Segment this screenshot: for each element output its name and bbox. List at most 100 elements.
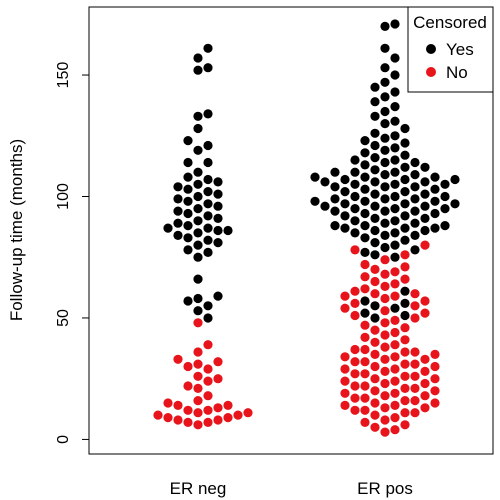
legend-marker-yes	[426, 44, 436, 54]
data-point-yes	[213, 177, 223, 187]
x-category-label: ER pos	[357, 479, 413, 498]
data-point-yes	[440, 204, 450, 214]
data-point-yes	[430, 184, 440, 194]
data-point-yes	[183, 196, 193, 206]
data-point-yes	[380, 92, 390, 102]
data-point-no	[380, 342, 390, 352]
data-point-yes	[193, 252, 203, 262]
data-point-yes	[370, 140, 380, 151]
data-point-yes	[370, 213, 380, 223]
data-point-yes	[350, 167, 360, 177]
data-point-yes	[173, 230, 183, 240]
data-point-yes	[370, 301, 380, 311]
data-point-no	[390, 340, 400, 350]
data-point-no	[153, 410, 163, 420]
data-point-yes	[213, 291, 223, 301]
data-point-no	[360, 272, 370, 282]
data-point-yes	[213, 225, 223, 236]
data-point-no	[350, 405, 360, 415]
data-point-no	[430, 386, 440, 396]
data-point-no	[340, 352, 350, 362]
data-point-yes	[380, 43, 390, 53]
data-point-no	[340, 376, 350, 386]
data-point-no	[350, 286, 360, 296]
data-point-yes	[173, 218, 183, 228]
data-point-no	[420, 378, 430, 389]
data-point-no	[213, 403, 223, 413]
data-point-no	[370, 349, 380, 359]
data-point-no	[380, 391, 390, 401]
data-point-no	[430, 398, 440, 408]
data-point-yes	[193, 111, 203, 121]
data-point-yes	[193, 293, 203, 304]
data-point-yes	[430, 196, 440, 206]
data-point-no	[400, 359, 410, 369]
data-point-yes	[330, 194, 340, 204]
data-point-no	[400, 383, 410, 393]
legend-marker-no	[426, 67, 436, 77]
data-point-no	[350, 344, 360, 355]
data-point-yes	[193, 228, 203, 238]
data-point-yes	[213, 213, 223, 223]
data-point-no	[340, 388, 350, 398]
data-point-no	[193, 420, 203, 430]
data-point-yes	[370, 97, 380, 107]
data-point-yes	[310, 196, 320, 206]
data-point-no	[360, 259, 370, 270]
data-point-yes	[360, 172, 370, 182]
data-point-yes	[440, 179, 450, 189]
data-point-yes	[203, 140, 213, 151]
data-point-yes	[450, 199, 460, 209]
data-point-no	[173, 400, 183, 410]
data-point-yes	[390, 204, 400, 214]
data-point-yes	[370, 225, 380, 236]
data-point-no	[380, 427, 390, 437]
data-point-no	[370, 361, 380, 372]
data-point-yes	[203, 187, 213, 197]
data-point-yes	[203, 157, 213, 168]
data-point-yes	[380, 106, 390, 117]
data-point-no	[350, 369, 360, 379]
data-point-yes	[400, 123, 410, 134]
data-point-yes	[400, 310, 410, 321]
data-point-no	[360, 369, 370, 379]
data-point-yes	[183, 233, 193, 243]
data-point-yes	[183, 296, 193, 306]
data-point-yes	[320, 177, 330, 187]
data-point-no	[380, 281, 390, 291]
data-point-yes	[213, 189, 223, 199]
data-point-no	[410, 347, 420, 357]
legend-box	[407, 6, 494, 93]
data-point-no	[380, 269, 390, 279]
data-point-yes	[360, 296, 370, 306]
data-point-yes	[350, 228, 360, 238]
data-point-yes	[360, 148, 370, 158]
data-point-yes	[360, 136, 370, 146]
data-point-yes	[400, 235, 410, 245]
data-point-yes	[390, 252, 400, 262]
data-point-no	[400, 262, 410, 272]
data-point-no	[193, 347, 203, 357]
data-point-no	[370, 337, 380, 347]
data-point-yes	[410, 182, 420, 192]
data-point-no	[400, 408, 410, 418]
data-point-yes	[203, 211, 213, 221]
data-point-yes	[380, 194, 390, 204]
data-point-yes	[370, 250, 380, 260]
data-point-no	[390, 279, 400, 289]
data-point-yes	[203, 223, 213, 233]
legend-label-yes: Yes	[446, 40, 474, 59]
data-point-yes	[203, 109, 213, 119]
data-point-no	[380, 366, 390, 376]
data-point-yes	[410, 194, 420, 204]
data-point-no	[420, 240, 430, 250]
data-point-no	[360, 405, 370, 415]
data-point-yes	[173, 194, 183, 204]
data-point-no	[203, 340, 213, 350]
data-point-yes	[390, 116, 400, 126]
data-point-no	[400, 347, 410, 357]
data-point-no	[173, 354, 183, 364]
data-point-yes	[370, 153, 380, 163]
data-point-yes	[350, 155, 360, 165]
